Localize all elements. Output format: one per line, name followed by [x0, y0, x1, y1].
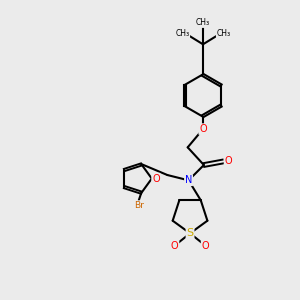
Text: S: S	[187, 228, 194, 238]
Text: N: N	[185, 175, 192, 185]
Text: CH₃: CH₃	[217, 28, 231, 38]
Text: O: O	[152, 174, 160, 184]
Text: O: O	[199, 124, 207, 134]
Text: Br: Br	[134, 201, 144, 210]
Text: CH₃: CH₃	[175, 28, 190, 38]
Text: O: O	[224, 157, 232, 166]
Text: CH₃: CH₃	[196, 18, 210, 27]
Text: O: O	[171, 241, 178, 251]
Text: O: O	[202, 241, 209, 251]
